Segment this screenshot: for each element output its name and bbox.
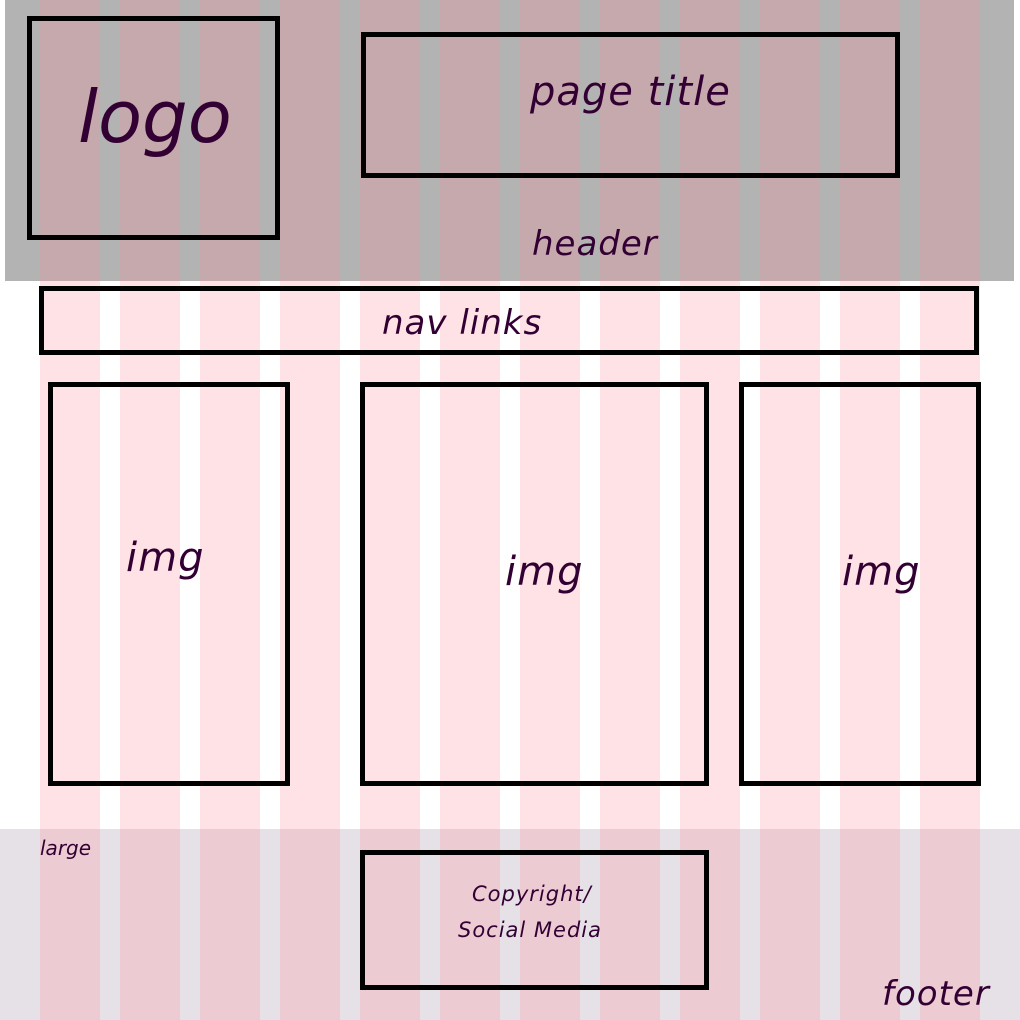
breakpoint-label: large <box>40 836 92 860</box>
image-placeholder: img <box>48 382 290 786</box>
image-label: img <box>126 535 205 581</box>
header-label: header <box>532 224 658 264</box>
logo-label: logo <box>78 75 232 159</box>
copyright-social-box: Copyright/ Social Media <box>360 850 709 990</box>
header-band <box>5 0 1014 281</box>
image-label: img <box>842 549 921 595</box>
nav-links-label: nav links <box>382 303 543 343</box>
footer-label: footer <box>882 974 990 1014</box>
grid-column <box>920 0 980 1020</box>
copyright-label: Copyright/ <box>472 882 592 906</box>
grid-column <box>120 0 180 1020</box>
social-media-label: Social Media <box>458 918 603 942</box>
grid-column <box>760 0 820 1020</box>
grid-column <box>280 0 340 1020</box>
grid-column <box>840 0 900 1020</box>
nav-links-box: nav links <box>39 286 979 355</box>
grid-column <box>200 0 260 1020</box>
logo-box: logo <box>27 16 280 240</box>
image-placeholder: img <box>739 382 981 786</box>
page-title-box: page title <box>361 32 900 178</box>
page-title-label: page title <box>530 69 731 115</box>
image-label: img <box>505 549 584 595</box>
image-placeholder: img <box>360 382 709 786</box>
